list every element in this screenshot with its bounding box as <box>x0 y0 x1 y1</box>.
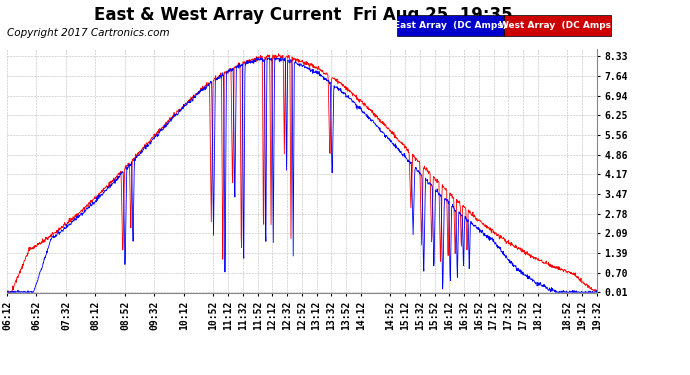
Text: East & West Array Current  Fri Aug 25  19:35: East & West Array Current Fri Aug 25 19:… <box>95 6 513 24</box>
Text: West Array  (DC Amps): West Array (DC Amps) <box>499 21 615 30</box>
Text: East Array  (DC Amps): East Array (DC Amps) <box>394 21 506 30</box>
Text: Copyright 2017 Cartronics.com: Copyright 2017 Cartronics.com <box>7 28 170 38</box>
